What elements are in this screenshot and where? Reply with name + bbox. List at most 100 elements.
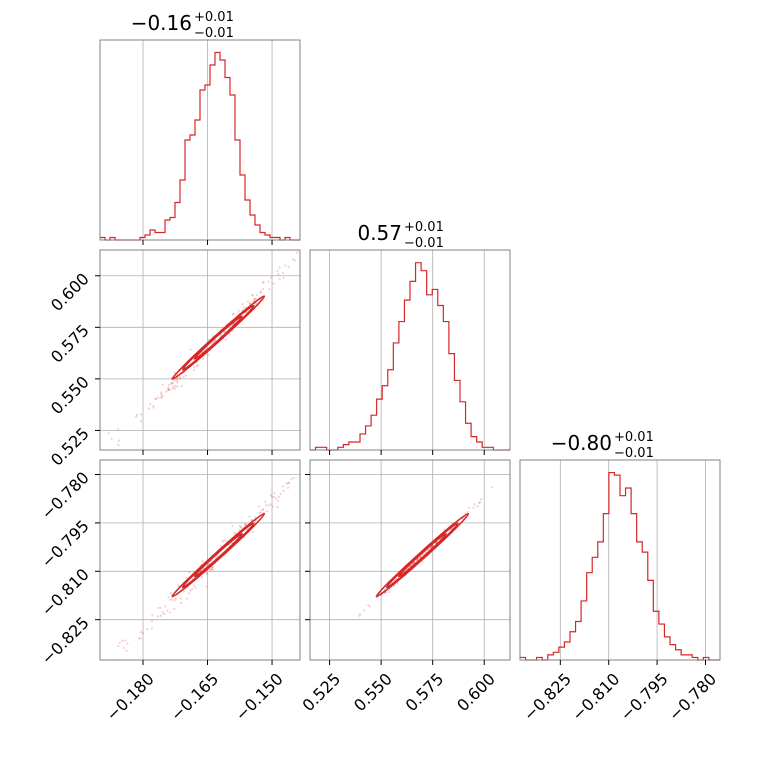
sample-point <box>243 306 246 309</box>
sample-point <box>267 280 270 283</box>
sample-point <box>191 588 194 591</box>
x-tick-label-2-2: −0.795 <box>617 669 672 724</box>
sample-point <box>246 300 250 303</box>
sample-point <box>174 387 177 390</box>
sample-point <box>466 510 470 514</box>
panel-1-1: 0.57 +0.01−0.01 <box>309 220 511 455</box>
sample-point <box>311 461 313 463</box>
sample-point <box>150 627 153 630</box>
sample-point <box>117 439 120 442</box>
sample-point <box>358 614 361 617</box>
sample-point <box>192 368 195 372</box>
sample-point <box>287 486 290 489</box>
sample-point <box>286 481 290 484</box>
sample-point <box>167 388 170 391</box>
sample-point <box>232 312 235 315</box>
sample-point <box>251 294 254 297</box>
sample-point <box>411 562 414 565</box>
sample-point <box>98 454 100 456</box>
x-tick-label-1-0: 0.525 <box>299 669 345 715</box>
sample-point <box>419 556 422 559</box>
sample-point <box>182 375 185 378</box>
sample-point <box>194 586 197 589</box>
panel-grid <box>329 250 485 450</box>
sample-point <box>169 598 172 601</box>
sample-point <box>368 605 372 608</box>
sample-point <box>164 390 167 393</box>
sample-point <box>185 576 188 580</box>
sample-point <box>101 670 103 672</box>
contour-1 <box>181 304 255 371</box>
sample-point <box>424 128 426 130</box>
sample-point <box>473 503 476 506</box>
sample-point <box>171 381 174 384</box>
sample-point <box>180 601 183 605</box>
sample-point <box>363 609 366 612</box>
sample-point <box>210 568 213 571</box>
sample-point <box>240 526 243 529</box>
sample-point <box>160 396 163 399</box>
sample-point <box>272 282 275 285</box>
sample-point <box>277 499 280 502</box>
sample-point <box>285 482 288 485</box>
sample-point <box>150 620 154 623</box>
sample-point <box>279 492 282 496</box>
y-tick-label-1-2: 0.575 <box>47 321 93 367</box>
sample-point <box>233 531 236 534</box>
panel-title-2: −0.80 <box>551 431 612 455</box>
sample-point <box>90 679 92 681</box>
sample-point <box>419 556 422 559</box>
sample-point <box>156 615 159 618</box>
sample-point <box>170 382 173 385</box>
sample-point <box>267 504 270 507</box>
panel-frame <box>99 249 301 451</box>
sample-point <box>159 606 162 610</box>
sample-point <box>310 470 312 472</box>
sample-point <box>276 270 279 273</box>
sample-point <box>176 385 179 388</box>
sample-point <box>189 348 192 351</box>
y-tick-label-1-1: 0.550 <box>47 372 93 418</box>
sample-point <box>282 485 285 488</box>
sample-point <box>171 387 174 390</box>
sample-point <box>212 341 215 344</box>
sample-point <box>211 568 215 571</box>
sample-point <box>149 403 152 406</box>
sample-point <box>172 385 175 388</box>
sample-point <box>207 353 210 356</box>
panel-title-lower-2: −0.01 <box>614 446 654 461</box>
sample-point <box>169 592 172 595</box>
sample-point <box>468 506 471 510</box>
sample-point <box>252 530 255 533</box>
sample-point <box>210 566 214 569</box>
y-tick-label-2-3: −0.780 <box>38 468 93 523</box>
sample-point <box>430 545 434 548</box>
sample-point <box>126 642 129 645</box>
sample-point <box>292 477 296 480</box>
sample-point <box>124 639 127 642</box>
sample-point <box>307 463 309 465</box>
x-tick-label-0-1: −0.165 <box>167 669 222 724</box>
sample-point <box>180 384 183 388</box>
panel-1-0: 0.525 0.550 0.575 0.600 <box>47 128 426 470</box>
sample-point <box>310 233 312 235</box>
sample-point <box>259 291 263 294</box>
panel-title-upper-0: +0.01 <box>194 10 234 25</box>
sample-point <box>213 339 216 342</box>
sample-point <box>412 561 416 564</box>
panel-frame <box>309 249 511 451</box>
sample-point <box>259 510 262 514</box>
sample-point <box>269 493 272 497</box>
sample-point <box>169 388 172 391</box>
sample-point <box>367 604 370 607</box>
x-tick-label-2-3: −0.780 <box>665 669 720 724</box>
sample-point <box>161 383 164 386</box>
sample-point <box>117 428 120 431</box>
sample-point <box>135 413 138 417</box>
panel-0-0: −0.16 +0.01−0.01 <box>99 10 301 245</box>
sample-point <box>261 287 264 291</box>
sample-point <box>278 266 281 269</box>
sample-point <box>96 461 98 463</box>
sample-point <box>147 407 150 410</box>
sample-point <box>186 597 189 600</box>
